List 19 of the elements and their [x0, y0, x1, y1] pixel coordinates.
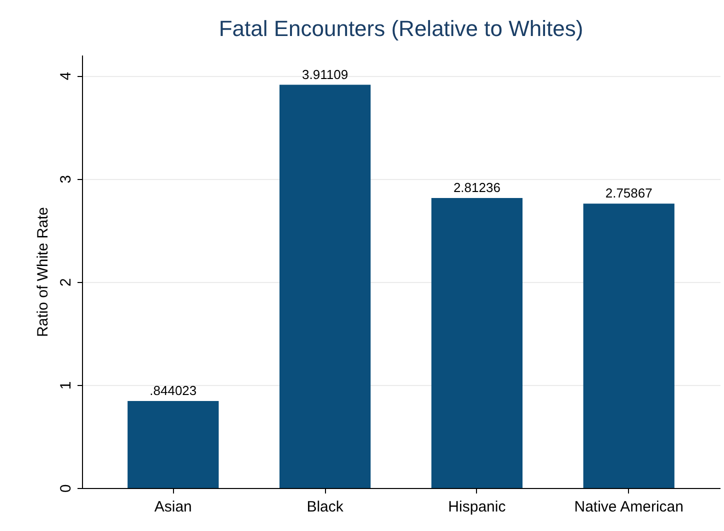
data-label: .844023 [150, 382, 197, 398]
bar [128, 400, 219, 488]
y-tick-label: 0 [58, 484, 74, 493]
x-tick-label: Hispanic [448, 498, 506, 516]
y-tick-label: 4 [58, 72, 74, 80]
y-tick-label: 2 [58, 278, 74, 286]
bar [279, 84, 371, 488]
x-tick-label: Black [306, 498, 344, 516]
data-label: 2.75867 [605, 186, 652, 201]
x-tick-label: Native American [574, 498, 684, 516]
y-tick-label: 1 [58, 381, 74, 390]
data-label: 3.91109 [302, 66, 348, 82]
bar [583, 204, 674, 488]
y-axis-title: Ratio of White Rate [34, 206, 52, 338]
y-tick-label: 3 [58, 175, 74, 184]
data-label: 2.81236 [453, 180, 500, 196]
bar [431, 198, 523, 488]
chart-title: Fatal Encounters (Relative to Whites) [218, 16, 584, 41]
x-tick-label: Asian [154, 498, 192, 516]
